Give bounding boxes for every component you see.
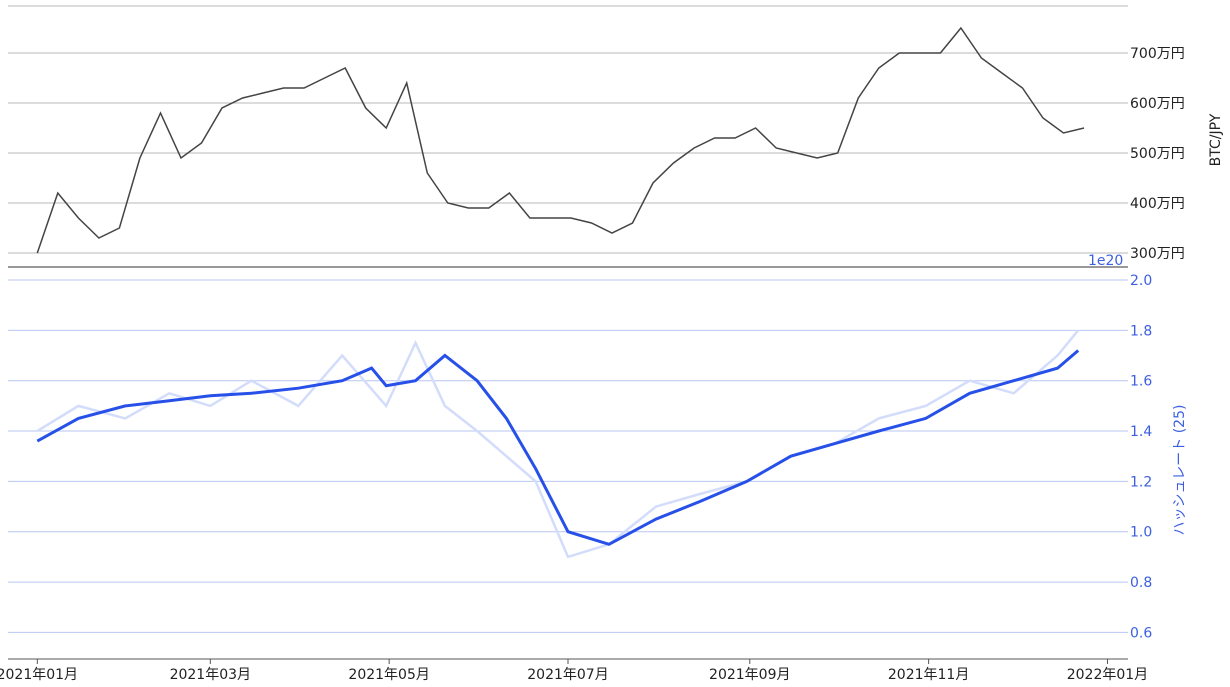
btc-price-line [36,26,1085,254]
hashrate-raw-line [36,329,1080,559]
x-tick-label: 2022年01月 [1067,667,1148,683]
hashrate-smoothed-line [36,349,1080,546]
hashrate-scale-label: 1e20 [1088,253,1123,269]
hashrate-tick-label: 1.4 [1130,424,1152,440]
hashrate-tick-label: 0.8 [1130,575,1152,591]
x-tick-label: 2021年11月 [888,667,969,683]
hashrate-gridlines [8,279,1128,633]
price-tick-label: 300万円 [1130,246,1185,262]
price-tick-label: 700万円 [1130,46,1185,62]
hashrate-tick-label: 2.0 [1130,273,1152,289]
hashrate-tick-label: 1.0 [1130,525,1152,541]
hashrate-tick-label: 1.6 [1130,374,1152,390]
price-tick-label: 400万円 [1130,196,1185,212]
x-tick-label: 2021年07月 [527,667,608,683]
x-tick-label: 2021年09月 [709,667,790,683]
hashrate-series [36,329,1080,559]
hashrate-y-ticks: 0.6 0.8 1.0 1.2 1.4 1.6 1.8 2.0 [1130,273,1152,641]
price-tick-label: 600万円 [1130,96,1185,112]
hashrate-tick-label: 0.6 [1130,625,1152,641]
price-gridlines [8,5,1128,254]
x-tick-label: 2021年05月 [348,667,429,683]
hashrate-tick-label: 1.2 [1130,474,1152,490]
hashrate-tick-label: 1.8 [1130,323,1152,339]
price-y-ticks: 300万円 400万円 500万円 600万円 700万円 [1130,46,1185,262]
price-series [36,26,1085,254]
x-tick-label: 2021年01月 [0,667,78,683]
price-y-axis-label: BTC/JPY [1208,113,1224,166]
price-tick-label: 500万円 [1130,146,1185,162]
x-axis: 2021年01月 2021年03月 2021年05月 2021年07月 2021年09月… [0,658,1148,683]
x-tick-label: 2021年03月 [170,667,251,683]
hashrate-y-axis-label: ハッシュレート (25) [1172,405,1188,536]
